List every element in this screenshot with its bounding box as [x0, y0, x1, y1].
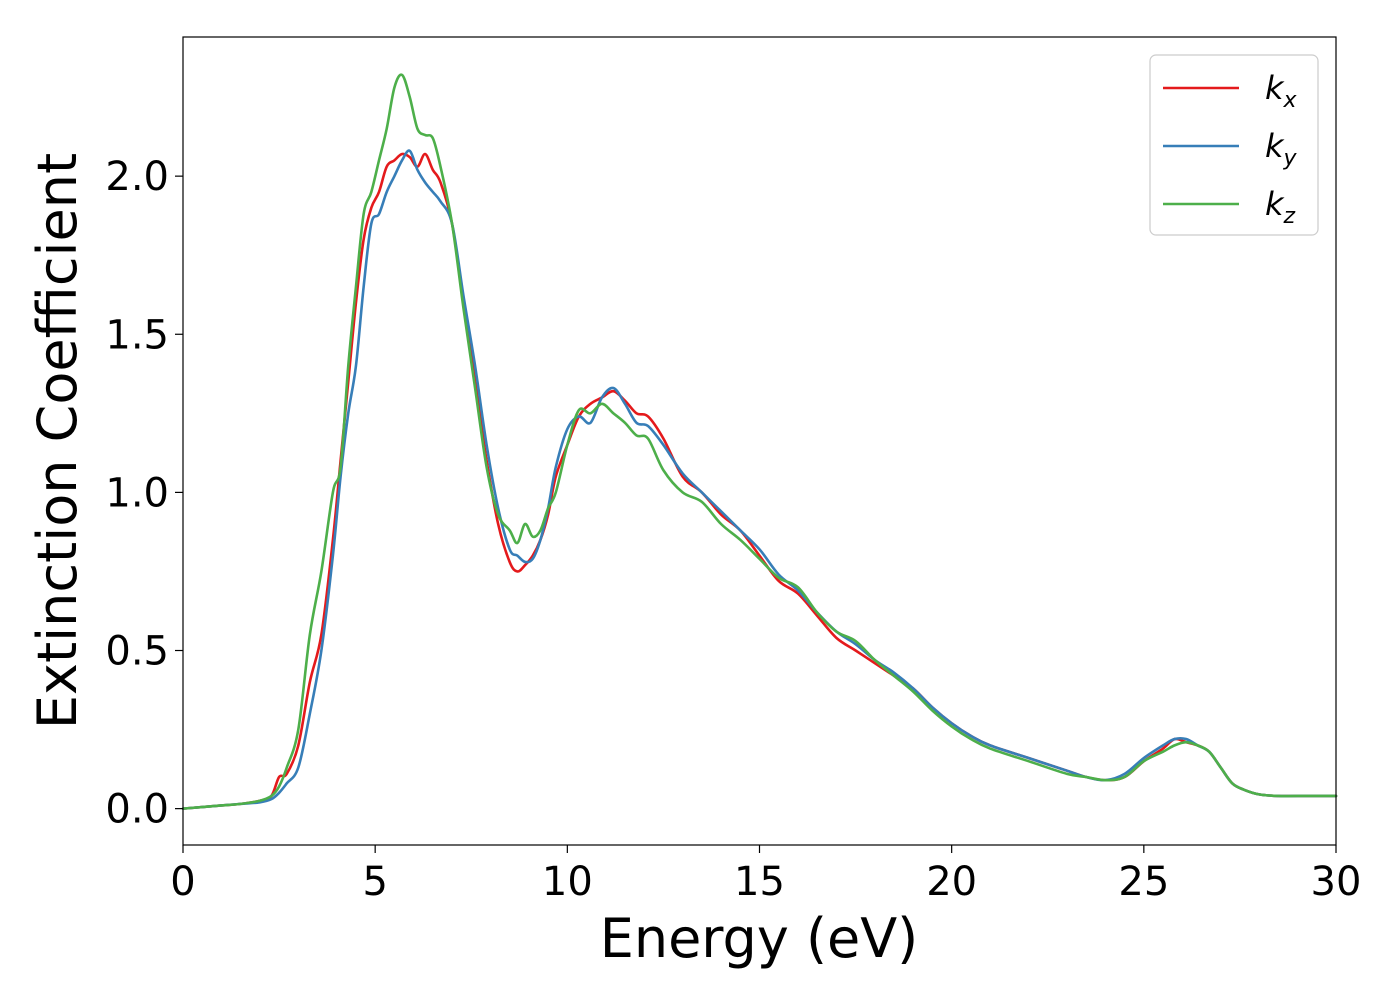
- legend-label-kx: kx: [1265, 69, 1298, 113]
- series-line-kz: [181, 73, 1338, 810]
- x-tick-label: 0: [170, 859, 195, 905]
- x-tick-label: 15: [734, 859, 785, 905]
- x-tick-label: 5: [362, 859, 387, 905]
- y-tick-label: 1.0: [105, 470, 169, 516]
- y-tick-label: 0.5: [105, 629, 169, 675]
- y-axis: 0.0 0.5 1.0 1.5 2.0: [105, 154, 183, 833]
- legend-label-kz: kz: [1265, 185, 1296, 229]
- x-axis-label: Energy (eV): [600, 907, 919, 970]
- y-tick-label: 1.5: [105, 312, 169, 358]
- y-tick-label: 0.0: [105, 787, 169, 833]
- x-tick-label: 25: [1118, 859, 1169, 905]
- legend-label-ky: ky: [1265, 127, 1298, 171]
- y-tick-label: 2.0: [105, 154, 169, 200]
- legend: kx ky kz: [1149, 54, 1319, 236]
- x-tick-label: 30: [1311, 859, 1362, 905]
- series-layer: [181, 73, 1338, 810]
- x-tick-label: 20: [926, 859, 977, 905]
- x-tick-label: 10: [542, 859, 593, 905]
- y-axis-label: Extinction Coefficient: [26, 153, 89, 729]
- x-axis: 0 5 10 15 20 25 30: [170, 845, 1361, 905]
